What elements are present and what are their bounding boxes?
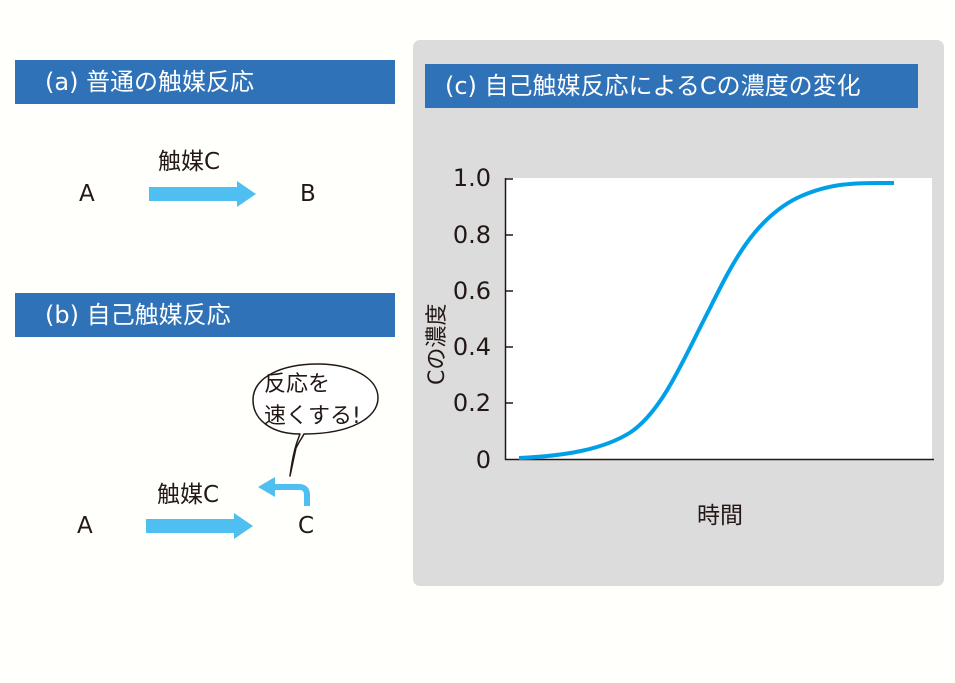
y-tick-label: 0 [475,446,491,474]
speech-bubble-line2: 速くする! [264,404,361,429]
y-tick-label: 1.0 [452,164,491,192]
panel-b-title: (b) 自己触媒反応 [15,293,395,337]
concentration-curve [518,180,895,460]
panel-a-title: (a) 普通の触媒反応 [15,60,395,104]
panel-a-catalyst-label: 触媒C [158,149,221,175]
panel-a-product: B [300,181,316,207]
right-arrow-icon [146,513,253,539]
y-tick-label: 0.4 [452,333,491,361]
speech-bubble-line1: 反応を [264,372,331,397]
panel-b-catalyst-label: 触媒C [157,482,220,508]
right-arrow-icon [149,181,256,207]
x-axis-label: 時間 [697,503,743,529]
panel-b-reactant: A [77,513,93,539]
panel-a-reactant: A [79,181,95,207]
panel-b-product: C [298,513,315,539]
y-tick-label: 0.2 [452,389,491,417]
plot-area [505,178,932,460]
chart-plot [504,178,934,461]
y-axis-label: Cの濃度 [425,303,450,385]
panel-c-title: (c) 自己触媒反応によるCの濃度の変化 [425,64,918,108]
curved-return-arrow-icon [258,477,310,506]
y-tick-label: 0.6 [452,277,491,305]
y-ticks [505,178,513,404]
panel-c-chart: (c) 自己触媒反応によるCの濃度の変化 1.0 0.8 0.6 0.4 0.2… [413,40,944,586]
y-tick-label: 0.8 [452,221,491,249]
